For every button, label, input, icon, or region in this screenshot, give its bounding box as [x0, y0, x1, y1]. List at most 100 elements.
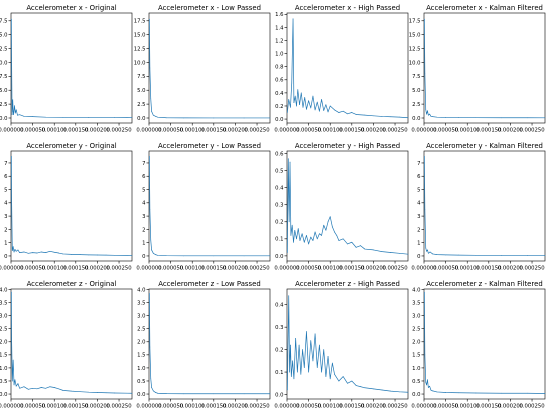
- subplot-7: Accelerometer y - High Passed 0.0 0.1 0.2 0.…: [274, 142, 409, 271]
- x-tick-label: 0.000050: [158, 403, 184, 409]
- y-tick-label: 17.5: [0, 19, 8, 25]
- data-point: [430, 389, 432, 391]
- y-tick-label: 2.5: [0, 102, 8, 108]
- data-point: [308, 100, 309, 102]
- data-point: [19, 252, 20, 253]
- data-point: [17, 383, 19, 384]
- x-tick-label: 0.000250: [244, 265, 270, 271]
- data-point: [12, 110, 14, 112]
- y-tick-label: 0.1: [275, 370, 283, 376]
- y-tick-label: 0.0: [412, 116, 421, 122]
- data-point: [319, 110, 320, 112]
- data-point: [183, 255, 184, 257]
- y-tick-label: 1.5: [412, 353, 420, 359]
- x-tick-label: 0.000000: [274, 127, 300, 133]
- data-point: [302, 349, 303, 350]
- x-tick-label: 0.000050: [20, 265, 46, 271]
- data-point: [40, 387, 42, 388]
- data-point: [342, 110, 344, 112]
- data-point: [19, 387, 20, 389]
- data-point: [312, 240, 314, 241]
- y-tick-label: 0.0: [137, 116, 146, 122]
- y-tick-label: 5.0: [0, 88, 8, 94]
- x-tick-label: 0.000250: [519, 265, 545, 271]
- data-point: [424, 291, 425, 293]
- y-tick-label: 2.5: [0, 327, 8, 333]
- data-point: [424, 18, 425, 20]
- data-point: [62, 390, 64, 391]
- data-point: [424, 209, 426, 210]
- data-point: [149, 67, 151, 69]
- x-tick-label: 0.000000: [136, 403, 162, 409]
- data-point: [306, 331, 307, 332]
- data-point: [288, 99, 290, 100]
- data-point: [325, 376, 327, 377]
- y-tick-label: 3.5: [412, 300, 420, 306]
- subplot-2: Accelerometer x - Low Passed 0.0 2.5 5.0 7.5…: [134, 4, 271, 133]
- x-tick-label: 0.000000: [136, 265, 162, 271]
- y-tick-label: 0.6: [275, 151, 284, 157]
- x-tick-label: 0.000150: [476, 403, 502, 409]
- data-point: [299, 240, 301, 241]
- data-point: [527, 117, 529, 119]
- data-point: [425, 381, 427, 383]
- x-tick-label: 0.000250: [106, 265, 132, 271]
- x-tick-label: 0.000050: [433, 403, 459, 409]
- data-point: [157, 392, 158, 394]
- data-point: [79, 391, 81, 393]
- data-point: [399, 116, 400, 118]
- data-point: [288, 221, 290, 223]
- data-point: [475, 392, 477, 394]
- data-point: [13, 251, 15, 253]
- data-point: [11, 114, 13, 116]
- x-tick-label: 0.000000: [411, 127, 437, 133]
- data-point: [97, 392, 98, 393]
- y-tick-label: 0.1: [275, 237, 283, 243]
- data-point: [429, 251, 431, 253]
- data-point: [308, 243, 309, 245]
- data-point: [165, 255, 167, 257]
- data-point: [14, 379, 16, 381]
- data-point: [432, 253, 433, 255]
- data-point: [45, 116, 46, 118]
- x-tick-label: 0.000250: [382, 403, 408, 409]
- x-tick-label: 0.000100: [42, 127, 68, 133]
- data-point: [152, 114, 154, 116]
- data-point: [88, 391, 90, 393]
- x-tick-label: 0.000200: [223, 265, 249, 271]
- y-tick-label: 1.0: [275, 51, 284, 57]
- x-tick-label: 0.000150: [63, 265, 89, 271]
- data-point: [213, 117, 215, 119]
- y-tick-label: 3.0: [412, 314, 421, 320]
- data-point: [287, 389, 288, 391]
- data-point: [425, 109, 427, 111]
- data-point: [19, 114, 20, 116]
- data-point: [334, 231, 335, 233]
- y-tick-label: 0.0: [137, 392, 146, 398]
- data-point: [310, 340, 312, 341]
- data-point: [436, 254, 438, 255]
- data-point: [407, 391, 409, 393]
- data-point: [290, 106, 291, 108]
- x-tick-label: 0.000100: [180, 265, 206, 271]
- x-tick-label: 0.000000: [136, 127, 162, 133]
- data-point: [27, 388, 29, 390]
- data-point: [157, 254, 158, 256]
- data-point: [381, 251, 383, 252]
- y-tick-label: 2: [417, 227, 420, 233]
- y-tick-label: 3: [4, 214, 7, 220]
- data-point: [149, 18, 150, 20]
- data-point: [424, 155, 425, 157]
- y-tick-label: 2.0: [137, 340, 146, 346]
- series-line: [11, 19, 133, 119]
- data-point: [14, 248, 16, 250]
- data-point: [314, 333, 316, 335]
- data-point: [11, 155, 12, 157]
- x-tick-label: 0.000200: [361, 127, 387, 133]
- data-point: [150, 239, 152, 241]
- data-point: [288, 295, 290, 297]
- data-point: [11, 202, 12, 204]
- data-point: [351, 241, 353, 243]
- data-point: [351, 112, 353, 113]
- data-point: [336, 235, 338, 236]
